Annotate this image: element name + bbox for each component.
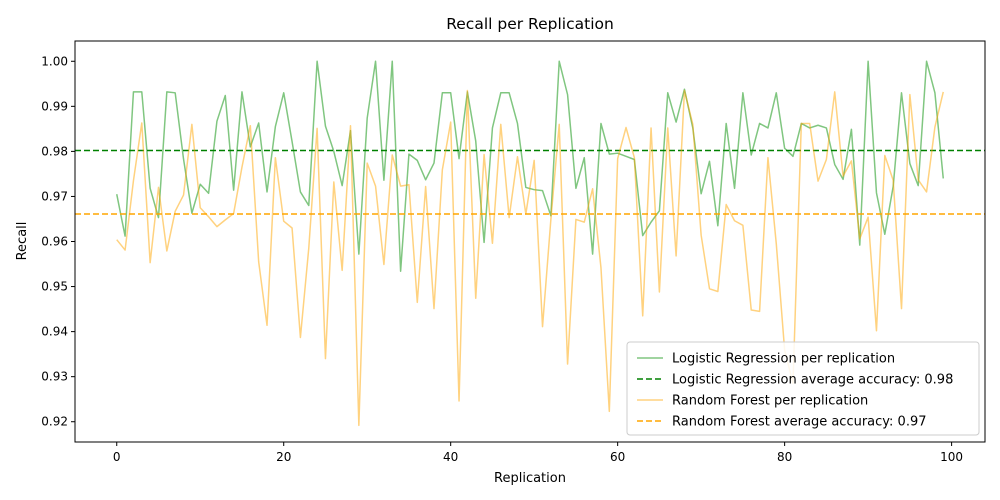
x-tick-label: 40 [443, 450, 458, 464]
legend-box [626, 341, 980, 436]
legend-label-3: Random Forest average accuracy: 0.97 [672, 415, 927, 430]
y-tick-label: 0.98 [41, 144, 68, 158]
y-axis: 0.92 0.93 0.94 0.95 0.96 0.97 0.98 0.99 1.00 [41, 54, 75, 429]
y-tick-label: 0.94 [41, 325, 68, 339]
x-tick-label: 100 [940, 450, 963, 464]
legend-label-0: Logistic Regression per replication [672, 352, 895, 367]
y-tick-label: 0.93 [41, 370, 68, 384]
y-tick-label: 0.96 [41, 235, 68, 249]
y-tick-label: 0.95 [41, 280, 68, 294]
y-tick-label: 0.99 [41, 99, 68, 113]
y-tick-label: 0.92 [41, 415, 68, 429]
y-axis-label: Recall [15, 222, 30, 261]
plot-lines [75, 60, 985, 427]
legend: Logistic Regression per replication Logis… [626, 341, 980, 436]
y-tick-label: 1.00 [41, 54, 68, 68]
x-axis: 0 20 40 60 80 100 [113, 442, 963, 464]
x-axis-label: Replication [494, 471, 566, 486]
legend-label-2: Random Forest per replication [672, 394, 868, 409]
y-tick-label: 0.97 [41, 189, 68, 203]
series-line-2 [116, 89, 944, 427]
x-tick-label: 0 [113, 450, 121, 464]
x-tick-label: 80 [777, 450, 792, 464]
chart-title: Recall per Replication [446, 15, 614, 33]
x-tick-label: 20 [276, 450, 291, 464]
x-tick-label: 60 [610, 450, 625, 464]
legend-label-1: Logistic Regression average accuracy: 0.… [672, 373, 953, 388]
